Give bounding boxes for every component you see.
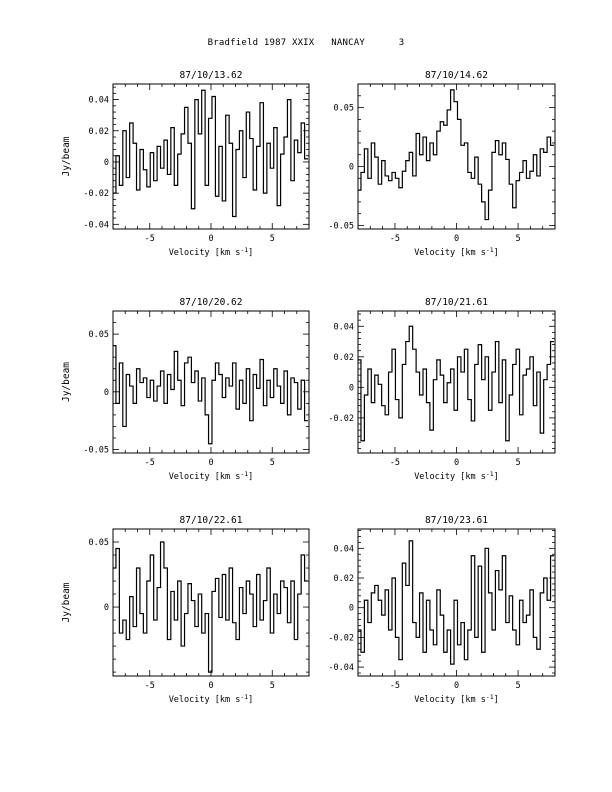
y-tick-label: -0.02 [328,414,354,424]
x-tick-label: -5 [145,234,155,244]
x-axis-label: Velocity [km s-1] [414,470,499,482]
y-tick-label: 0.05 [334,104,354,114]
spectrum-series-1 [358,540,555,665]
chart-plot-area: -5 0 5 0.04 0.02 0 -0.02 87/10/21.61 Velocity [k… [328,297,556,482]
plot-frame [357,310,556,454]
y-tick-label: 0.04 [89,96,109,106]
y-tick-label: -0.02 [83,189,109,199]
x-axis-label: Velocity [km s-1] [169,470,254,482]
x-tick-label: -5 [390,458,400,468]
y-tick-label: 0 [349,604,354,614]
chart-plot-area: -5 0 5 0.05 0 -0.05 87/10/14.62 Velocity [km s-… [328,70,556,258]
y-tick-label: 0 [104,388,109,398]
y-tick-label: 0.02 [334,353,354,363]
x-tick-label: -5 [390,234,400,244]
chart-plot-area: -5 0 5 0.04 0.02 0 -0.02 -0.04 87/10/13.62 Veloci… [61,70,310,258]
y-axis-label: Jy/beam [61,136,72,176]
x-tick-label: 0 [208,234,213,244]
x-axis-label: Velocity [km s-1] [169,246,254,258]
x-tick-label: 5 [270,681,275,691]
x-tick-label: 5 [516,681,521,691]
chart-panel-1: -5 0 5 0.04 0.02 0 -0.02 -0.04 87/10/13.62 Veloci… [61,70,310,258]
y-tick-label: -0.05 [83,446,109,456]
chart-panel-6: -5 0 5 0.04 0.02 0 -0.02 -0.04 87/10/23.61 Veloci… [328,515,556,705]
page-title: Bradfield 1987 XXIX NANCAY 3 [207,38,405,48]
y-tick-label: 0.02 [334,574,354,584]
chart-title: 87/10/23.61 [425,515,488,526]
spectrum-series-1 [113,345,309,445]
chart-title: 87/10/20.62 [180,297,243,308]
y-tick-label: 0.04 [334,322,354,332]
x-axis-label: Velocity [km s-1] [414,693,499,705]
x-tick-label: 0 [208,681,213,691]
spectrum-series-1 [358,325,555,442]
x-tick-label: 0 [454,458,459,468]
y-tick-label: -0.04 [328,663,354,673]
spectrum-series-1 [113,89,309,218]
y-tick-label: 0.02 [89,127,109,137]
chart-panel-5: -5 0 5 0.05 0 87/10/22.61 Velocity [km s-1] Jy/… [61,515,310,705]
plot-frame [357,83,556,230]
chart-title: 87/10/22.61 [180,515,243,526]
x-tick-label: 5 [516,458,521,468]
chart-plot-area: -5 0 5 0.05 0 -0.05 87/10/20.62 Velocity [km s-… [61,297,310,482]
chart-title: 87/10/13.62 [180,70,243,81]
y-tick-label: 0 [104,603,109,613]
x-tick-label: 0 [454,234,459,244]
y-tick-label: -0.04 [83,220,109,230]
chart-plot-area: -5 0 5 0.04 0.02 0 -0.02 -0.04 87/10/23.61 Veloci… [328,515,556,705]
y-axis-label: Jy/beam [61,582,72,622]
y-tick-label: -0.05 [328,221,354,231]
x-axis-label: Velocity [km s-1] [414,246,499,258]
x-tick-label: -5 [390,681,400,691]
chart-panel-2: -5 0 5 0.05 0 -0.05 87/10/14.62 Velocity [km s-… [328,70,556,258]
x-tick-label: 5 [270,234,275,244]
chart-panel-3: -5 0 5 0.05 0 -0.05 87/10/20.62 Velocity [km s-… [61,297,310,482]
x-tick-label: 5 [516,234,521,244]
y-tick-label: 0 [349,383,354,393]
x-tick-label: 5 [270,458,275,468]
chart-title: 87/10/14.62 [425,70,488,81]
x-tick-label: -5 [145,458,155,468]
chart-title: 87/10/21.61 [425,297,488,308]
x-tick-label: 0 [208,458,213,468]
x-axis-label: Velocity [km s-1] [169,693,254,705]
y-tick-label: 0.05 [89,330,109,340]
x-tick-label: -5 [145,681,155,691]
x-tick-label: 0 [454,681,459,691]
y-tick-label: 0.04 [334,544,354,554]
y-tick-label: 0 [104,158,109,168]
plot-frame [112,528,310,677]
spectrum-series-1 [358,89,555,221]
plot-frame [357,528,556,677]
y-tick-label: 0.05 [89,538,109,548]
y-tick-label: -0.02 [328,633,354,643]
plot-frame [112,83,310,230]
spectrum-series-1 [113,541,309,673]
chart-plot-area: -5 0 5 0.05 0 87/10/22.61 Velocity [km s-1] Jy/… [61,515,310,705]
y-tick-label: 0 [349,163,354,173]
y-axis-label: Jy/beam [61,362,72,402]
chart-panel-4: -5 0 5 0.04 0.02 0 -0.02 87/10/21.61 Velocity [k… [328,297,556,482]
